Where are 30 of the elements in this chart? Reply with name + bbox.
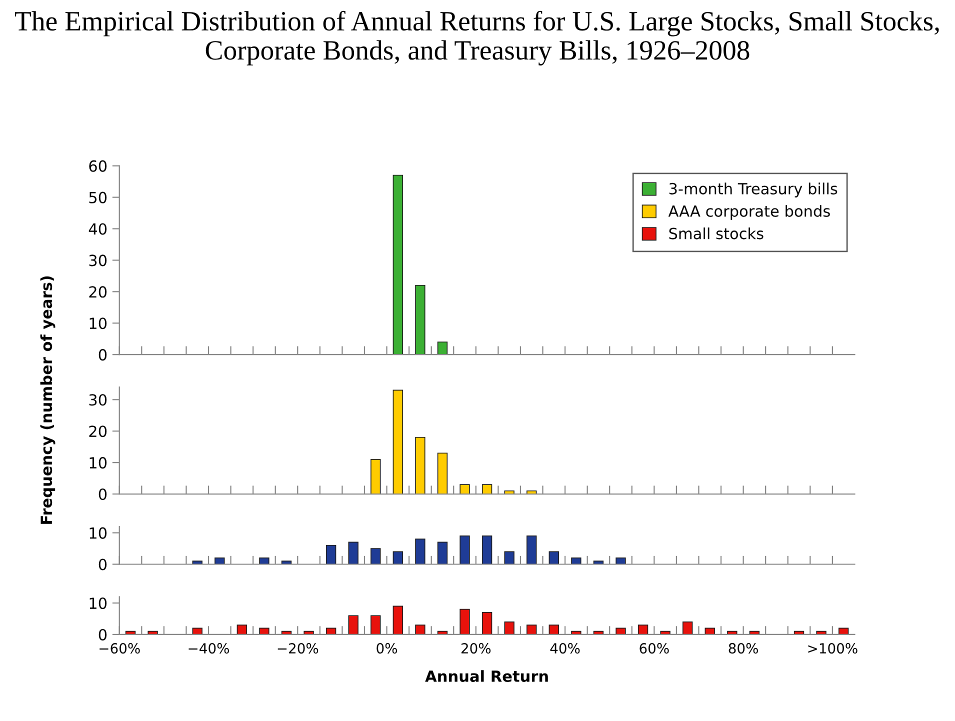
y-tick-label: 0: [98, 558, 107, 570]
chart-title: The Empirical Distribution of Annual Returns for U.S. Large Stocks, Small Stocks, Corporate Bonds, and Treasury Bills, 1926–2008: [14, 10, 939, 66]
y-tick-label: 10: [90, 527, 107, 539]
x-tick-label: 0%: [376, 643, 398, 654]
y-tick-label: 20: [89, 286, 107, 298]
y-axis-title: Frequency (number of years): [40, 276, 56, 524]
x-tick-label: −60%: [100, 643, 140, 654]
y-tick-label: 20: [89, 426, 107, 438]
y-tick-label: 0: [98, 628, 107, 640]
y-tick-label: 30: [89, 394, 107, 406]
y-tick-label: 60: [89, 160, 107, 172]
y-tick-label: 10: [90, 457, 107, 469]
y-tick-label: 10: [90, 597, 107, 610]
legend-label: AAA corporate bonds: [668, 205, 830, 220]
y-tick-label: 0: [98, 488, 107, 500]
x-tick-label: 60%: [640, 643, 669, 654]
x-tick-label: >100%: [808, 643, 858, 654]
y-tick-label: 0: [98, 349, 107, 361]
y-tick-label: 40: [88, 223, 107, 235]
x-tick-label: 80%: [728, 643, 758, 654]
y-tick-label: 10: [90, 318, 107, 330]
x-tick-label: −40%: [188, 643, 229, 654]
x-tick-label: 20%: [461, 643, 491, 654]
x-tick-label: −20%: [278, 643, 318, 654]
legend-label: Small stocks: [669, 227, 764, 240]
x-axis-title: Annual Return: [425, 670, 548, 682]
y-tick-label: 30: [89, 254, 107, 266]
y-tick-label: 50: [89, 192, 107, 204]
x-tick-label: 40%: [550, 643, 580, 654]
legend-label: 3-month Treasury bills: [669, 182, 838, 198]
